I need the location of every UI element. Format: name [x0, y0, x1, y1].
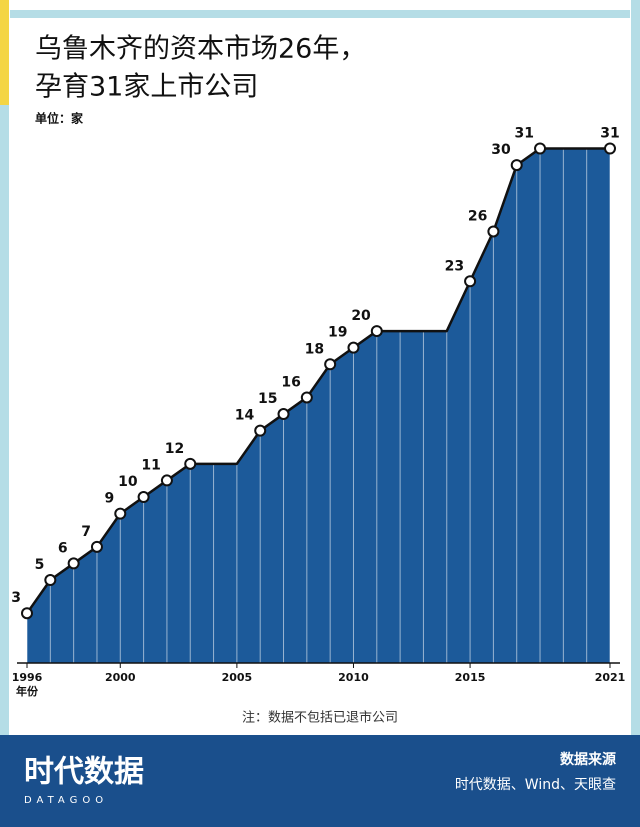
marker [44, 574, 57, 587]
marker [347, 341, 360, 354]
value-label: 16 [281, 374, 300, 390]
value-label: 3 [11, 590, 21, 606]
marker [90, 540, 103, 553]
source: 时代数据、Wind、天眼查 [455, 777, 616, 793]
value-label: 20 [351, 308, 371, 324]
x-tick-label: 2000 [105, 671, 136, 684]
source-title: 数据来源 [560, 751, 616, 768]
area [27, 148, 610, 663]
marker [254, 424, 267, 437]
top-stripe [10, 10, 630, 18]
marker [464, 275, 477, 288]
value-label: 10 [118, 474, 138, 490]
value-label: 5 [35, 557, 45, 573]
value-label: 11 [141, 457, 160, 473]
value-label: 23 [445, 258, 464, 274]
marker [277, 408, 290, 421]
unit-label: 单位：家 [35, 111, 84, 126]
note: 注：数据不包括已退市公司 [242, 710, 398, 726]
x-tick-label: 2005 [222, 671, 253, 684]
value-label: 12 [165, 441, 184, 457]
marker [160, 474, 173, 487]
marker [370, 325, 383, 338]
x-tick-label: 2021 [595, 671, 626, 684]
marker [67, 557, 80, 570]
value-label: 31 [515, 126, 534, 142]
marker [510, 159, 523, 172]
value-label: 14 [235, 408, 255, 424]
title-line: 乌鲁木齐的资本市场26年， [35, 34, 366, 65]
x-tick-label: 1996 [12, 671, 43, 684]
value-label: 26 [468, 208, 487, 224]
value-label: 18 [305, 341, 324, 357]
marker [604, 142, 616, 155]
brand-sub: DATAGOO [24, 795, 108, 806]
marker [534, 142, 547, 155]
value-label: 31 [600, 126, 619, 142]
value-label: 9 [105, 491, 115, 507]
footer [0, 735, 640, 827]
value-label: 30 [491, 142, 511, 158]
marker [300, 391, 313, 404]
value-label: 7 [81, 524, 91, 540]
right-stripe [631, 0, 640, 735]
brand-logo: 时代数据 [24, 755, 144, 790]
marker [184, 457, 197, 470]
marker [21, 607, 33, 620]
marker [324, 358, 337, 371]
marker [137, 491, 150, 504]
left-accent [0, 0, 9, 105]
x-axis-label: 年份 [16, 684, 39, 698]
title-line: 孕育31家上市公司 [35, 72, 258, 103]
value-label: 6 [58, 540, 68, 556]
value-label: 15 [258, 391, 277, 407]
value-label: 19 [328, 325, 347, 341]
left-stripe [0, 0, 9, 735]
x-tick-label: 2015 [455, 671, 486, 684]
x-tick-label: 2010 [338, 671, 369, 684]
marker [487, 225, 500, 238]
marker [114, 507, 127, 520]
